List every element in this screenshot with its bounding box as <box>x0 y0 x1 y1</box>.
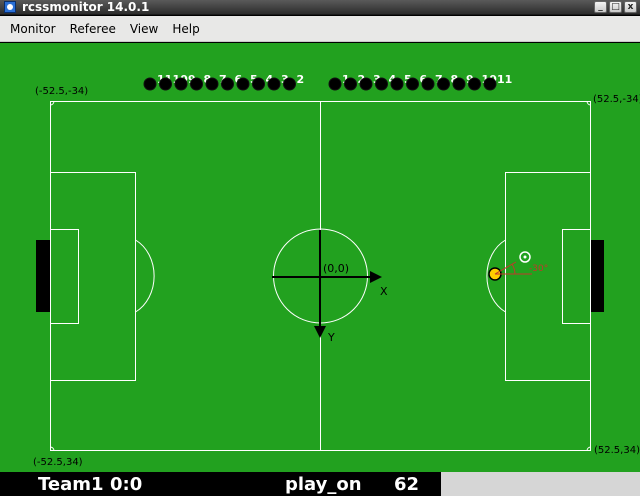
score: 0:0 <box>110 474 143 495</box>
right-player-number: 11 <box>497 73 512 86</box>
close-button[interactable]: x <box>624 1 637 13</box>
left-player-4[interactable] <box>252 77 265 91</box>
app-icon <box>4 1 16 13</box>
left-player-9[interactable] <box>174 77 188 91</box>
window-title: rcssmonitor 14.0.1 <box>22 0 150 14</box>
right-player-2[interactable] <box>344 77 357 91</box>
left-player-7[interactable] <box>205 77 219 91</box>
menu-help[interactable]: Help <box>172 21 200 36</box>
left-team: 111098765432 <box>143 73 305 91</box>
right-player-9[interactable] <box>452 77 466 91</box>
left-goal-area <box>50 229 79 324</box>
team-name: Team1 <box>38 474 104 495</box>
minimize-button[interactable]: _ <box>594 1 607 13</box>
left-penalty-area <box>50 172 136 381</box>
right-penalty-arc <box>486 239 506 313</box>
right-player-11[interactable] <box>483 77 497 91</box>
right-player-10[interactable] <box>468 77 481 91</box>
angle-arc <box>511 263 516 275</box>
coordinate-axes <box>272 230 382 338</box>
x-axis-label: X <box>380 285 388 298</box>
left-player-10[interactable] <box>159 77 172 91</box>
corner-arc-tr <box>586 101 591 106</box>
y-axis-arrow <box>314 326 326 338</box>
right-player-7[interactable] <box>421 77 435 91</box>
field-canvas[interactable]: (0,0) X Y (-52.5,-34) (52.5,-34) (-52.5,… <box>0 43 640 472</box>
x-axis-arrow <box>370 271 382 283</box>
left-player-5[interactable] <box>236 77 250 91</box>
soccer-field[interactable]: (0,0) X Y (-52.5,-34) (52.5,-34) (-52.5,… <box>0 43 640 472</box>
right-goal <box>591 240 604 312</box>
menu-view[interactable]: View <box>129 21 159 36</box>
right-team: 1234567891011 <box>328 73 512 91</box>
origin-label: (0,0) <box>323 262 349 275</box>
right-player-3[interactable] <box>359 77 373 91</box>
corner-label-bottom-left: (-52.5,34) <box>33 457 83 468</box>
corner-label-top-left: (-52.5,-34) <box>35 86 88 97</box>
menu-bar: Monitor Referee View Help <box>0 16 640 42</box>
left-player-8[interactable] <box>190 77 203 91</box>
right-player-8[interactable] <box>437 77 450 91</box>
right-player-1[interactable] <box>328 77 342 91</box>
corner-label-bottom-right: (52.5,34) <box>594 445 640 456</box>
ball[interactable] <box>519 251 531 263</box>
status-bar: Team1 0:0 play_on 62 <box>0 472 640 496</box>
menu-referee[interactable]: Referee <box>69 21 116 36</box>
angle-label: -30° <box>529 264 548 274</box>
title-bar: rcssmonitor 14.0.1 _ □ x <box>0 0 640 15</box>
left-player-6[interactable] <box>221 77 234 91</box>
right-goal-area <box>562 229 591 324</box>
left-penalty-arc <box>135 239 155 313</box>
right-penalty-area <box>505 172 591 381</box>
corner-arc-bl <box>50 446 55 451</box>
maximize-button[interactable]: □ <box>609 1 622 13</box>
game-time: 62 <box>394 474 420 495</box>
menu-monitor[interactable]: Monitor <box>10 21 56 36</box>
corner-label-top-right: (52.5,-34) <box>593 94 640 105</box>
corner-arc-br <box>586 446 591 451</box>
corner-arc-tl <box>50 101 55 106</box>
ball-center <box>523 255 527 259</box>
left-player-2[interactable] <box>283 77 296 91</box>
right-player-5[interactable] <box>390 77 404 91</box>
play-mode: play_on <box>285 474 362 495</box>
right-player-4[interactable] <box>375 77 388 91</box>
right-player-6[interactable] <box>406 77 419 91</box>
left-player-3[interactable] <box>267 77 281 91</box>
left-player-number: 2 <box>297 73 305 86</box>
y-axis-label: Y <box>327 331 335 344</box>
left-player-11[interactable] <box>143 77 157 91</box>
left-goal <box>36 240 50 312</box>
score-panel <box>0 472 441 496</box>
